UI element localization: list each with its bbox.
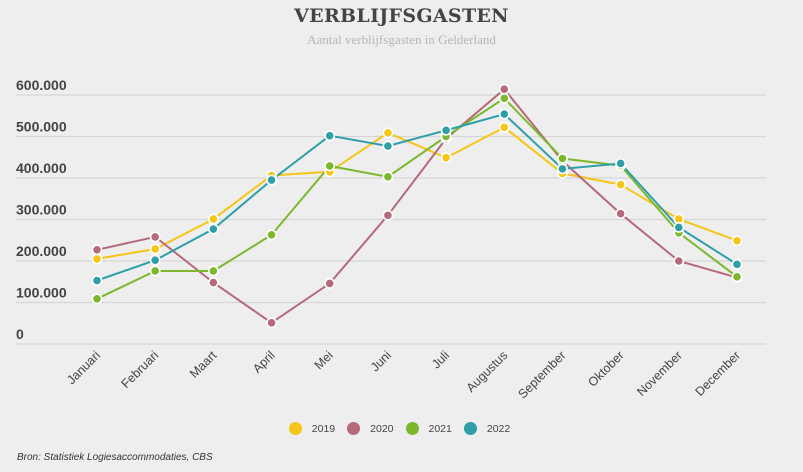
x-tick-label: Februari [118, 348, 161, 391]
data-point-2021-mei[interactable] [324, 160, 336, 172]
x-tick-label: November [634, 348, 685, 399]
x-tick-label: Maart [187, 348, 220, 381]
data-point-2021-augustus[interactable] [498, 92, 510, 104]
data-point-2019-februari[interactable] [149, 243, 161, 255]
data-point-2021-juni[interactable] [382, 171, 394, 183]
data-point-2020-maart[interactable] [207, 277, 219, 288]
legend-label: 2022 [486, 422, 511, 435]
data-point-2021-maart[interactable] [207, 265, 219, 277]
data-point-2020-augustus[interactable] [498, 83, 510, 95]
data-point-2022-februari[interactable] [149, 254, 161, 266]
legend-item-2022[interactable]: 2022 [463, 422, 514, 435]
y-tick-label: 0 [16, 326, 24, 342]
x-axis-ticks: Januari Februari Maart April Mei Juni Juli Augu… [64, 348, 743, 402]
x-tick-label: December [692, 348, 743, 399]
data-point-2019-december[interactable] [731, 235, 743, 247]
x-tick-label: Mei [312, 348, 336, 372]
series-points [91, 83, 743, 329]
series-line-2020 [96, 87, 738, 325]
data-point-2019-oktober[interactable] [615, 179, 627, 191]
data-point-2022-oktober[interactable] [615, 158, 627, 169]
x-tick-label: Juni [368, 348, 394, 374]
y-tick-label: 300.000 [16, 202, 67, 218]
data-point-2022-september[interactable] [557, 163, 568, 175]
legend-marker-icon [347, 422, 361, 435]
data-point-2020-juni[interactable] [382, 209, 394, 221]
data-point-2022-juni[interactable] [382, 140, 394, 152]
y-tick-label: 600.000 [16, 77, 67, 93]
legend-item-2020[interactable]: 2020 [347, 422, 397, 435]
data-point-2021-februari[interactable] [149, 265, 161, 277]
data-point-2022-augustus[interactable] [498, 108, 510, 120]
data-point-2021-januari[interactable] [91, 293, 103, 305]
data-point-2019-juli[interactable] [440, 152, 452, 164]
chart-title: VERBLIJFSGASTEN [294, 5, 509, 27]
y-tick-label: 400.000 [16, 160, 67, 176]
line-chart: 0 100.000 200.000 300.000 400.000 500.000 600.… [16, 77, 766, 402]
x-tick-label: April [250, 348, 278, 376]
chart-subtitle: Aantal verblijfsgasten in Gelderland [307, 32, 496, 47]
data-point-2019-augustus[interactable] [498, 121, 510, 133]
y-tick-label: 200.000 [16, 243, 67, 259]
legend: 2019 2020 2021 2022 [0, 422, 803, 435]
data-point-2020-mei[interactable] [324, 278, 336, 289]
x-tick-label: Juli [429, 348, 452, 371]
source-note: Bron: Statistiek Logiesaccommodaties, CB… [17, 452, 213, 463]
data-point-2021-april[interactable] [266, 229, 277, 241]
x-tick-label: September [515, 348, 568, 401]
y-tick-label: 500.000 [16, 119, 67, 135]
series-line-2022 [96, 112, 738, 282]
data-point-2019-juni[interactable] [382, 127, 394, 139]
data-point-2021-december[interactable] [731, 271, 743, 283]
legend-item-2021[interactable]: 2021 [405, 422, 456, 435]
data-point-2022-juli[interactable] [440, 124, 452, 136]
data-point-2019-maart[interactable] [207, 213, 219, 225]
x-tick-label: Oktober [585, 348, 626, 389]
legend-marker-icon [288, 422, 302, 435]
data-point-2022-november[interactable] [673, 221, 685, 233]
legend-label: 2021 [428, 422, 452, 435]
series-line-2021 [96, 97, 738, 300]
legend-marker-icon [405, 422, 419, 435]
x-tick-label: Januari [64, 348, 103, 387]
data-point-2022-maart[interactable] [207, 223, 219, 235]
data-point-2020-april[interactable] [266, 317, 277, 329]
legend-label: 2020 [370, 422, 394, 435]
data-point-2020-november[interactable] [673, 255, 685, 267]
data-point-2022-januari[interactable] [91, 275, 103, 286]
data-point-2020-oktober[interactable] [615, 208, 627, 220]
legend-item-2019[interactable]: 2019 [288, 422, 339, 435]
legend-label: 2019 [311, 422, 336, 435]
y-axis-ticks: 0 100.000 200.000 300.000 400.000 500.000 600.… [16, 77, 67, 342]
data-point-2020-februari[interactable] [149, 231, 161, 243]
data-point-2022-mei[interactable] [324, 130, 336, 142]
series-lines [96, 87, 738, 325]
legend-marker-icon [463, 422, 477, 435]
data-point-2022-april[interactable] [266, 174, 277, 186]
y-tick-label: 100.000 [16, 285, 67, 301]
data-point-2022-december[interactable] [731, 258, 743, 270]
series-line-2019 [96, 126, 738, 260]
data-point-2020-januari[interactable] [91, 244, 103, 256]
data-point-2019-januari[interactable] [91, 253, 103, 265]
x-tick-label: Augustus [464, 348, 511, 395]
data-point-2021-september[interactable] [557, 153, 568, 164]
